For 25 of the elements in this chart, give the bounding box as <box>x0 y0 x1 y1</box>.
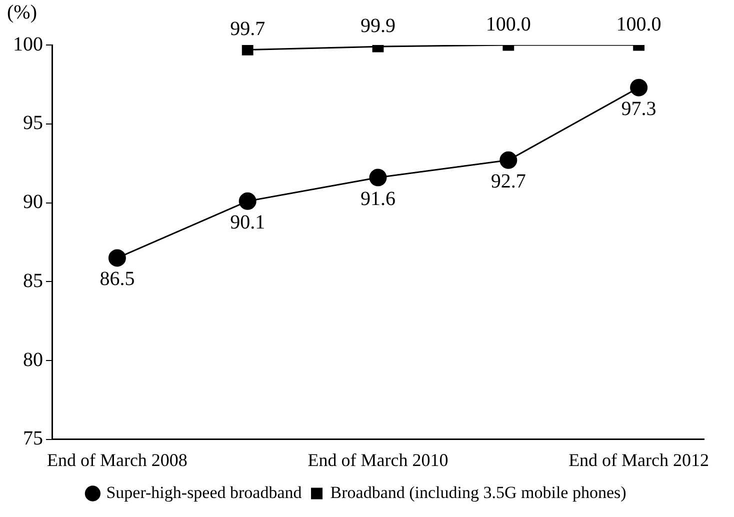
y-tick-label: 100 <box>13 33 43 56</box>
data-label: 97.3 <box>621 98 656 120</box>
point <box>369 168 387 186</box>
data-label: 100.0 <box>616 13 662 36</box>
y-axis-title: (%) <box>7 1 37 24</box>
data-label: 99.7 <box>230 18 266 40</box>
data-label: 86.5 <box>100 268 135 290</box>
data-label: 92.7 <box>490 170 526 192</box>
point <box>500 151 518 169</box>
y-tick-label: 85 <box>23 270 43 292</box>
y-tick-label: 95 <box>23 112 43 134</box>
legend-label: Broadband (including 3.5G mobile phones) <box>330 482 626 502</box>
y-tick-label: 90 <box>23 191 43 214</box>
x-tick-label: End of March 2012 <box>568 450 710 470</box>
data-label: 90.1 <box>230 211 266 234</box>
x-tick-label: End of March 2008 <box>46 450 188 470</box>
legend-label: Super-high-speed broadband <box>106 482 302 502</box>
y-tick-label: 75 <box>23 428 43 450</box>
x-tick-label: End of March 2010 <box>308 450 448 470</box>
point <box>238 192 256 210</box>
data-label: 100.0 <box>486 13 531 36</box>
data-label: 91.6 <box>360 188 396 210</box>
y-tick-label: 80 <box>23 348 43 371</box>
data-label: 99.9 <box>360 14 396 37</box>
point <box>108 249 126 267</box>
